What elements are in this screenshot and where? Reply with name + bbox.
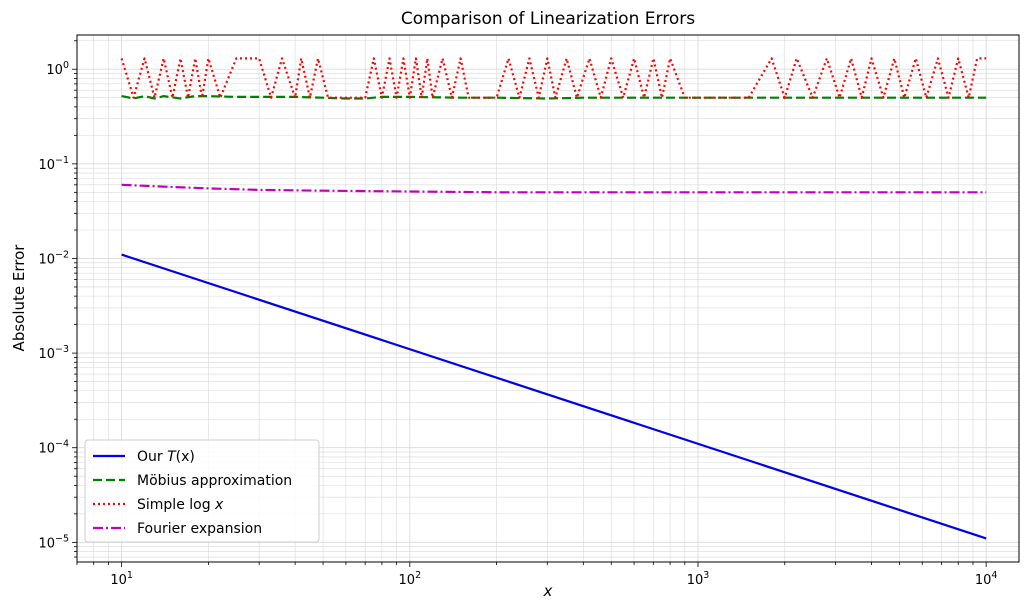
x-tick-label: 102 [399,570,422,588]
chart-title: Comparison of Linearization Errors [401,9,695,29]
y-tick-label: 10−3 [38,344,69,362]
plot-frame [76,34,1020,563]
series-layer [120,57,987,540]
y-axis-label: Absolute Error [10,244,28,352]
y-tick-label: 100 [46,60,69,78]
series-line-fourier-expansion [121,183,987,194]
y-tick-label: 10−2 [38,249,69,267]
y-tick-label: 10−1 [38,155,69,173]
y-tick-label: 10−4 [38,439,69,457]
ticks: 101 102 103 104 10−5 10−4 10−3 10−2 10−1 100 [38,40,998,588]
legend-label: Möbius approximation [137,473,292,489]
grid [76,35,1019,562]
legend-label: Simple log x [137,497,224,513]
x-tick-label: 101 [110,570,133,588]
x-tick-label: 103 [687,570,710,588]
y-tick-label: 10−5 [38,533,69,551]
x-axis-label: x [543,582,553,600]
legend-box [84,439,320,543]
series-line-our-t-x- [121,253,987,540]
series-line-m-bius-approximation [121,94,987,100]
legend: Our T(x) Möbius approximation Simple log x… [84,439,320,543]
legend-label: Our T(x) [137,449,195,465]
x-tick-label: 104 [975,570,998,588]
legend-label: Fourier expansion [137,521,262,537]
